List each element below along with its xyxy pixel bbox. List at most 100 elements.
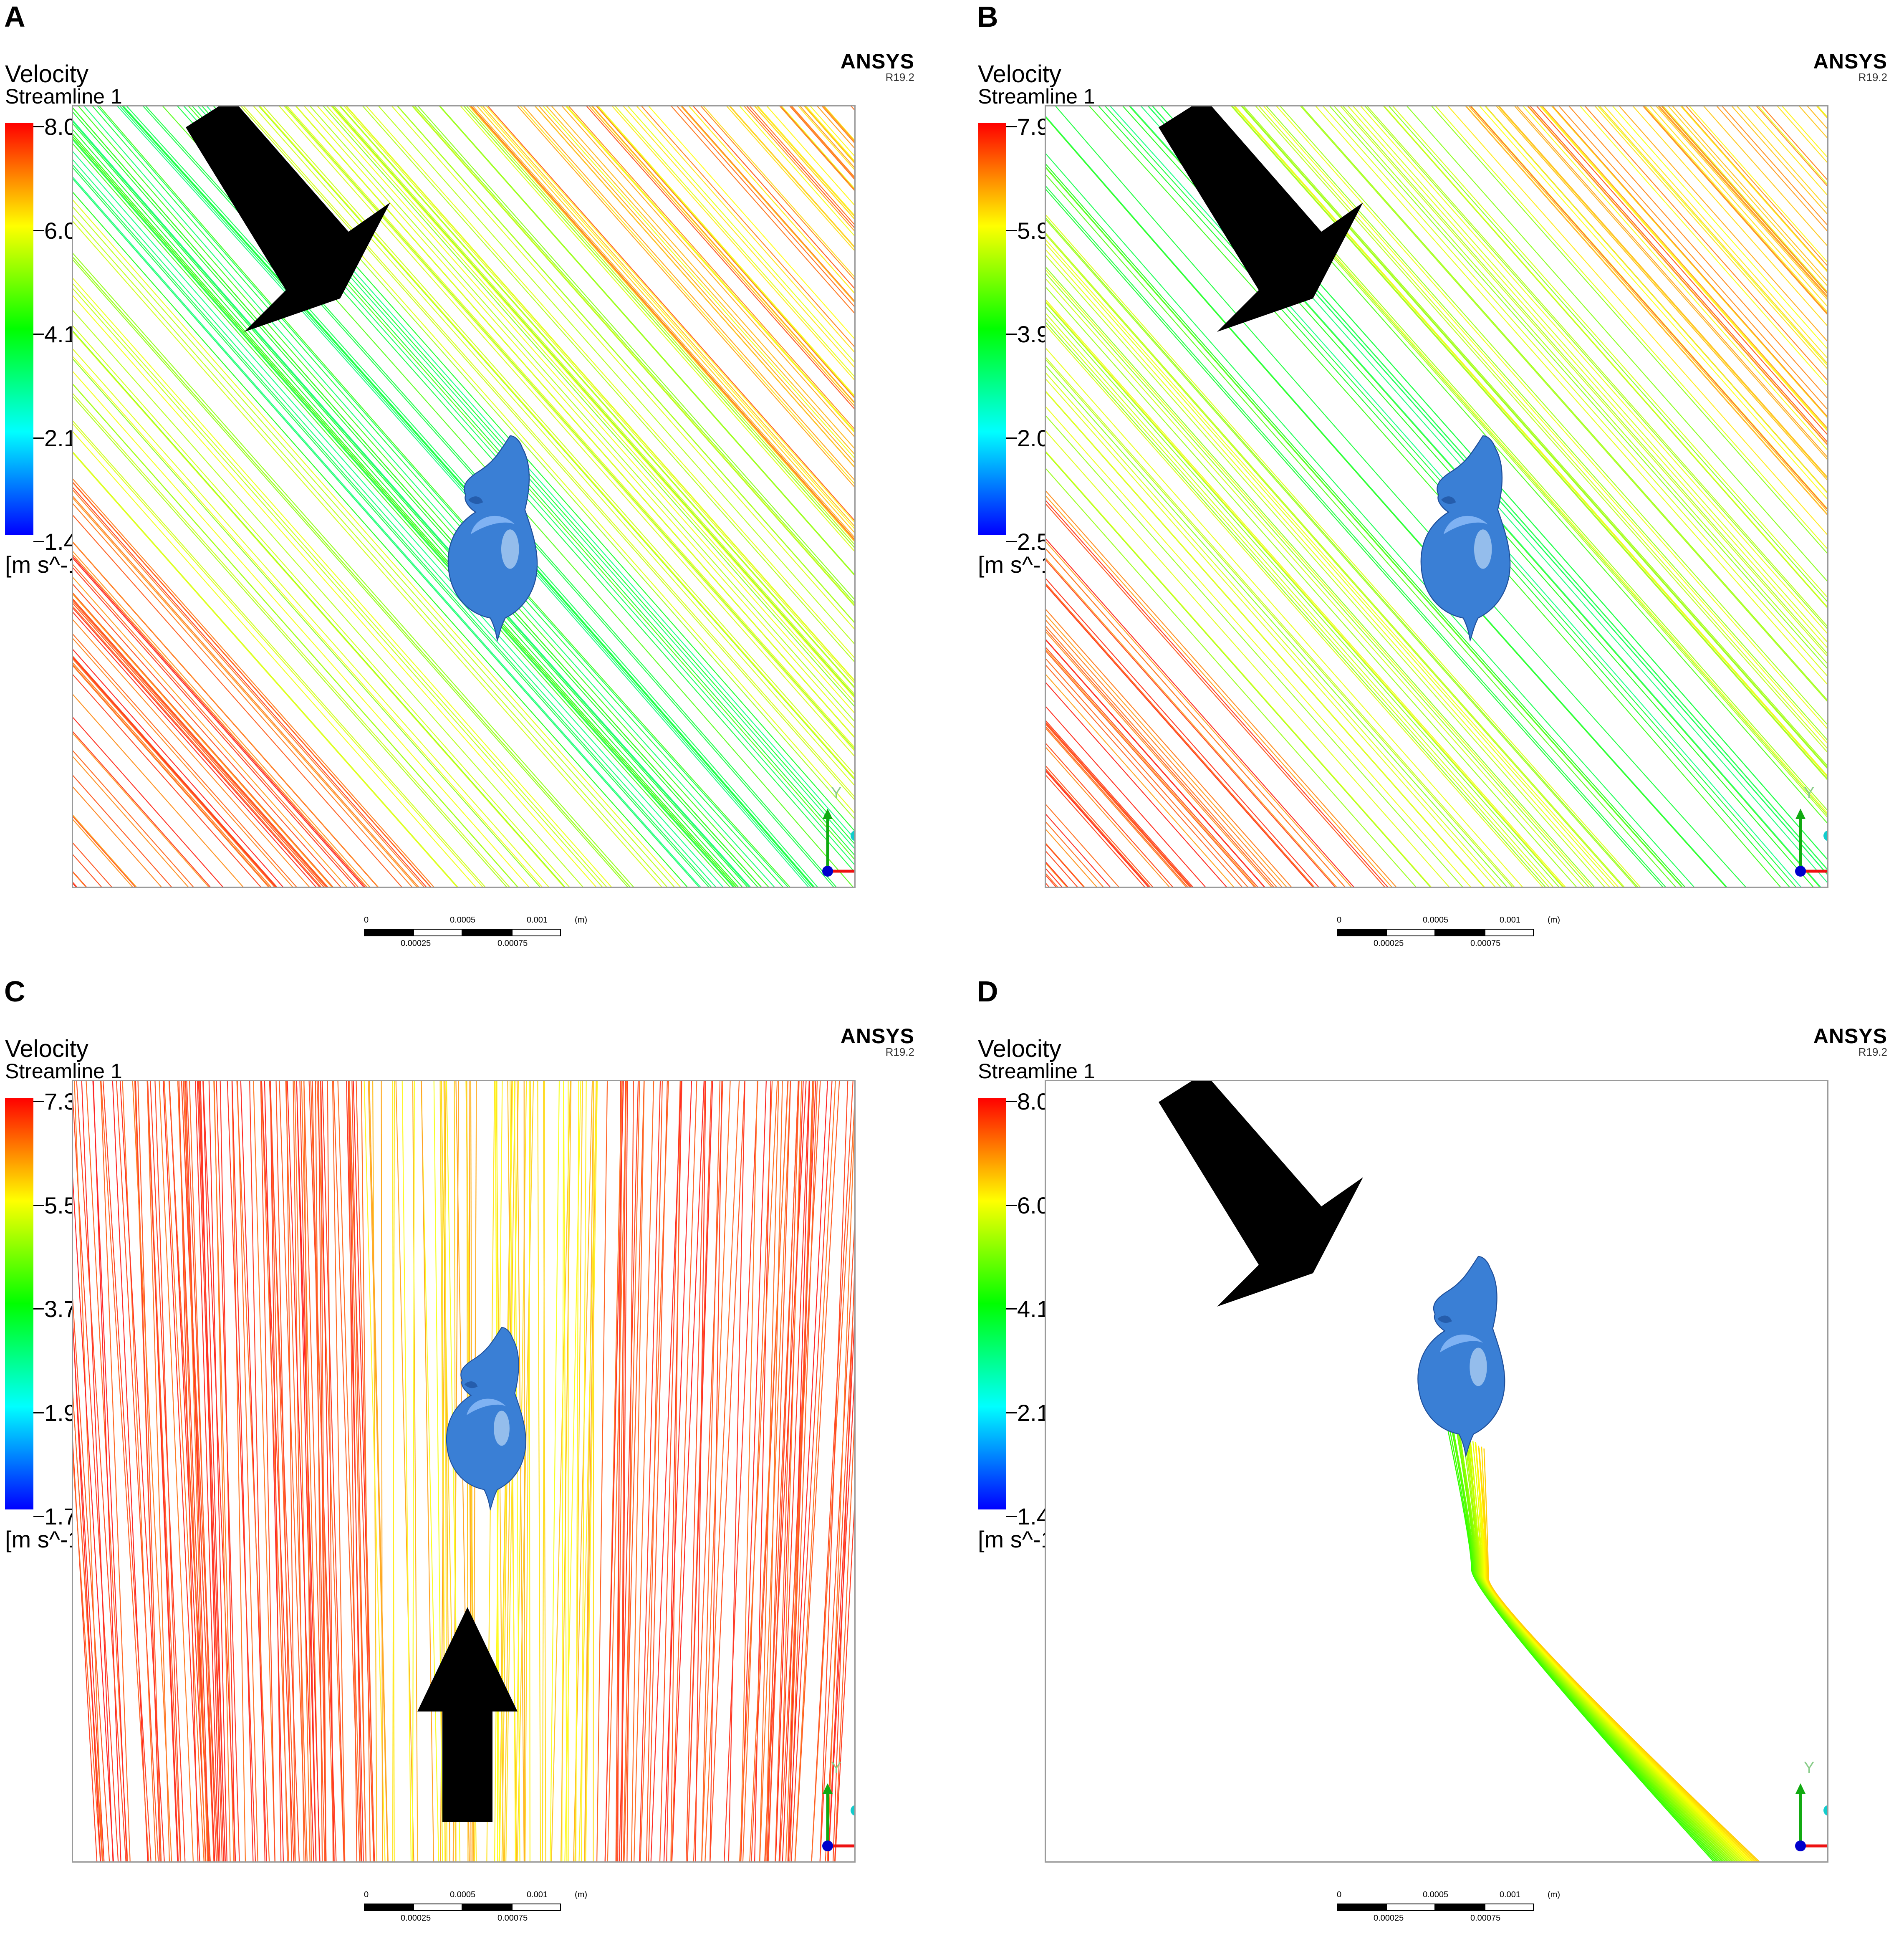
ansys-version: R19.2 (885, 1046, 914, 1058)
plot-area: XY (1045, 105, 1828, 888)
ansys-version: R19.2 (885, 71, 914, 83)
scale-bar-segment (1337, 929, 1386, 936)
legend-tick (33, 334, 44, 335)
legend-tick (1006, 437, 1017, 439)
scale-bar: 0 0.0005 0.001 (m) 0.00025 0.00075 (1337, 912, 1560, 958)
legend-tick (33, 1205, 44, 1206)
legend-tick (1006, 1308, 1017, 1310)
axis-y-label: Y (831, 1759, 841, 1777)
ansys-logo: ANSYS (840, 1024, 914, 1048)
scale-label: 0.001 (527, 1890, 548, 1899)
axis-triad: XY (822, 784, 854, 877)
scale-label: 0.001 (1500, 915, 1521, 925)
scale-bar: 0 0.0005 0.001 (m) 0.00025 0.00075 (364, 1887, 587, 1933)
legend-tick (1006, 1205, 1017, 1206)
scale-label: 0.00025 (1374, 1914, 1404, 1923)
scale-label: (m) (1548, 915, 1560, 925)
scale-bar: 0 0.0005 0.001 (m) 0.00025 0.00075 (1337, 1887, 1560, 1933)
legend-tick (33, 1412, 44, 1413)
wake-streamlines (1446, 1423, 1760, 1861)
ansys-logo: ANSYS (1813, 50, 1887, 73)
panel-letter: D (977, 975, 998, 1008)
flow-direction-arrow (1159, 106, 1363, 332)
scale-bar-segment (1337, 1904, 1386, 1911)
legend-tick (33, 126, 44, 127)
streamlines (73, 1081, 854, 1861)
scale-label: 0 (364, 1890, 369, 1899)
panel-letter: A (4, 0, 25, 33)
color-legend-bar (5, 123, 33, 535)
particle-body (1420, 435, 1511, 642)
scale-label: 0.001 (1500, 1890, 1521, 1899)
streamline-plot: XY (73, 1081, 854, 1861)
particle-body (1417, 1256, 1505, 1458)
legend-subtitle: Streamline 1 (5, 1059, 122, 1083)
scale-label: 0.0005 (450, 1890, 476, 1899)
streamlines (1046, 106, 1827, 887)
flow-direction-arrow (417, 1607, 518, 1822)
streamline-plot: XY (1046, 106, 1827, 887)
color-legend-bar (978, 123, 1006, 535)
legend-tick (1006, 1516, 1017, 1517)
legend-tick (1006, 1101, 1017, 1102)
streamline-plot: XY (1159, 1081, 1827, 1861)
flow-direction-arrow (1159, 1081, 1363, 1307)
variable-title: Velocity (5, 61, 88, 88)
streamline-plot: XY (73, 106, 854, 887)
scale-label: 0.00025 (1374, 939, 1404, 948)
scale-label: 0.00075 (497, 1914, 528, 1923)
ansys-logo: ANSYS (840, 50, 914, 73)
scale-label: 0 (1337, 1890, 1342, 1899)
plot-area: XY (72, 1080, 856, 1863)
legend-tick (33, 541, 44, 542)
scale-label: 0.00075 (1470, 939, 1501, 948)
legend-tick (1006, 1412, 1017, 1413)
scale-bar-segment (512, 1904, 561, 1911)
legend-tick (1006, 126, 1017, 127)
axis-triad: XY (1795, 1759, 1827, 1851)
scale-label: (m) (575, 915, 587, 925)
legend-tick (33, 437, 44, 439)
scale-label: 0.0005 (450, 915, 476, 925)
panel-letter: C (4, 975, 25, 1008)
panel-letter: B (977, 0, 998, 33)
variable-title: Velocity (978, 61, 1061, 88)
legend-subtitle: Streamline 1 (978, 85, 1095, 108)
legend-tick (1006, 334, 1017, 335)
streamlines (73, 106, 854, 887)
variable-title: Velocity (5, 1035, 88, 1062)
legend-subtitle: Streamline 1 (5, 85, 122, 108)
scale-bar-segment (462, 929, 512, 936)
scale-bar: 0 0.0005 0.001 (m) 0.00025 0.00075 (364, 912, 587, 958)
scale-bar-segment (413, 1904, 462, 1911)
scale-label: (m) (1548, 1890, 1560, 1899)
legend-tick (33, 230, 44, 231)
legend-subtitle: Streamline 1 (978, 1059, 1095, 1083)
scale-bar-segment (1386, 929, 1435, 936)
legend-tick (33, 1516, 44, 1517)
scale-bar-segment (512, 929, 561, 936)
legend-tick (33, 1101, 44, 1102)
legend-tick (1006, 230, 1017, 231)
scale-label: 0.00025 (401, 939, 431, 948)
plot-area: XY (1045, 1080, 1828, 1863)
scale-label: 0 (364, 915, 369, 925)
scale-label: 0.001 (527, 915, 548, 925)
axis-triad: XY (1795, 784, 1827, 877)
scale-label: 0.0005 (1423, 915, 1449, 925)
color-legend-bar (5, 1098, 33, 1509)
axis-y-label: Y (1804, 1759, 1814, 1777)
flow-direction-arrow (186, 106, 390, 332)
legend-tick (1006, 541, 1017, 542)
scale-bar-segment (1485, 1904, 1534, 1911)
axis-y-label: Y (831, 784, 841, 802)
scale-bar-segment (413, 929, 462, 936)
color-legend-bar (978, 1098, 1006, 1509)
variable-title: Velocity (978, 1035, 1061, 1062)
scale-label: 0.00075 (1470, 1914, 1501, 1923)
plot-area: XY (72, 105, 856, 888)
